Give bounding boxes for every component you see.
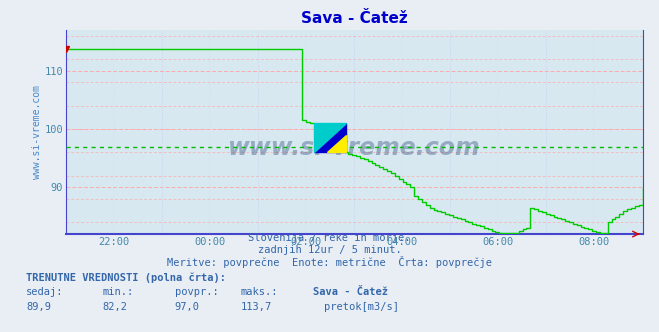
Text: 97,0: 97,0 <box>175 302 200 312</box>
Text: www.si-vreme.com: www.si-vreme.com <box>228 136 480 160</box>
Polygon shape <box>327 135 346 152</box>
Text: pretok[m3/s]: pretok[m3/s] <box>324 302 399 312</box>
Title: Sava - Čatež: Sava - Čatež <box>301 11 407 26</box>
Text: povpr.:: povpr.: <box>175 288 218 297</box>
Text: min.:: min.: <box>102 288 133 297</box>
Text: 113,7: 113,7 <box>241 302 272 312</box>
Polygon shape <box>314 123 346 152</box>
Text: TRENUTNE VREDNOSTI (polna črta):: TRENUTNE VREDNOSTI (polna črta): <box>26 272 226 283</box>
Text: zadnjih 12ur / 5 minut.: zadnjih 12ur / 5 minut. <box>258 245 401 255</box>
Text: Slovenija / reke in morje.: Slovenija / reke in morje. <box>248 233 411 243</box>
Text: Sava - Čatež: Sava - Čatež <box>313 288 388 297</box>
Polygon shape <box>314 123 346 152</box>
Text: 82,2: 82,2 <box>102 302 127 312</box>
Text: sedaj:: sedaj: <box>26 288 64 297</box>
Text: maks.:: maks.: <box>241 288 278 297</box>
Text: Meritve: povprečne  Enote: metrične  Črta: povprečje: Meritve: povprečne Enote: metrične Črta:… <box>167 256 492 268</box>
Text: 89,9: 89,9 <box>26 302 51 312</box>
Y-axis label: www.si-vreme.com: www.si-vreme.com <box>32 85 42 179</box>
